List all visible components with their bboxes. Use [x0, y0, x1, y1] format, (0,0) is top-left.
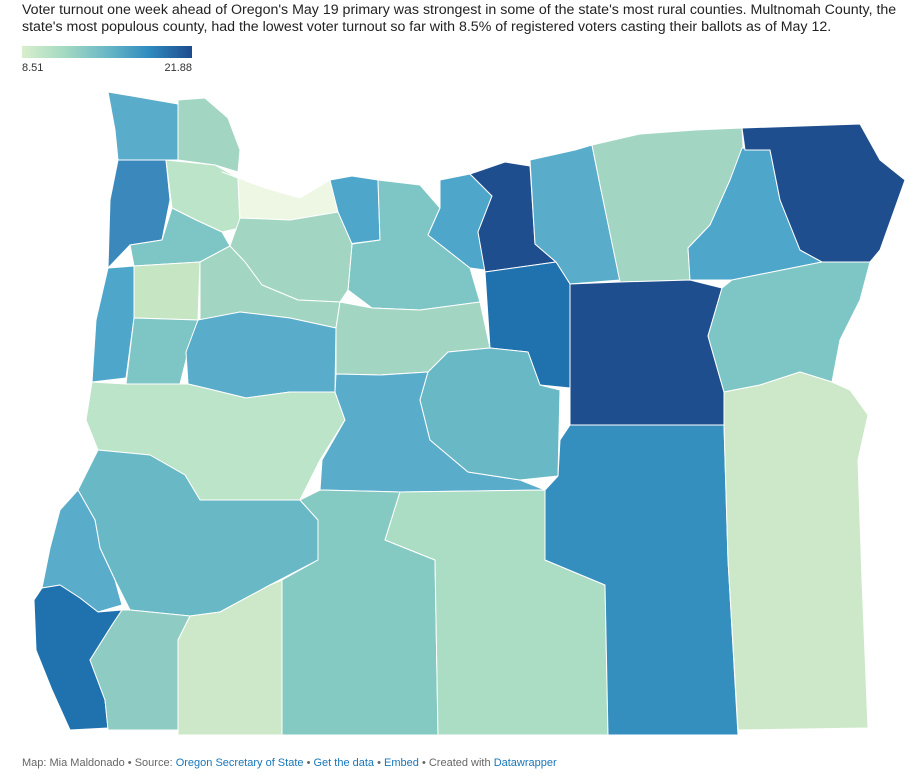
- legend-gradient-bar: [22, 46, 192, 58]
- footer-separator: •: [306, 757, 311, 769]
- county-multnomah[interactable]: [221, 171, 339, 221]
- color-legend: 8.51 21.88: [22, 46, 192, 76]
- legend-min-label: 8.51: [22, 62, 44, 74]
- county-lincoln[interactable]: [91, 265, 135, 383]
- county-crook[interactable]: [419, 347, 561, 481]
- map-footer: Map: Mia Maldonado • Source: Oregon Secr…: [22, 757, 557, 769]
- county-grant[interactable]: [569, 279, 725, 426]
- county-malheur[interactable]: [723, 371, 869, 731]
- footer-credit: Map: Mia Maldonado: [22, 757, 125, 769]
- footer-source-prefix: Source:: [134, 757, 173, 769]
- footer-separator: •: [421, 757, 426, 769]
- county-polk[interactable]: [133, 261, 201, 321]
- county-columbia[interactable]: [177, 97, 241, 173]
- county-benton[interactable]: [125, 317, 199, 385]
- footer-created-with: Created with: [428, 757, 491, 769]
- county-josephine[interactable]: [89, 609, 191, 731]
- footer-separator: •: [377, 757, 381, 769]
- get-data-link[interactable]: Get the data: [313, 757, 375, 769]
- legend-max-label: 21.88: [164, 62, 192, 74]
- embed-link[interactable]: Embed: [384, 757, 419, 769]
- county-clatsop[interactable]: [107, 91, 179, 161]
- county-jackson[interactable]: [177, 579, 283, 736]
- datawrapper-link[interactable]: Datawrapper: [493, 757, 557, 769]
- map-description: Voter turnout one week ahead of Oregon's…: [22, 2, 897, 35]
- county-linn[interactable]: [185, 311, 337, 399]
- source-link[interactable]: Oregon Secretary of State: [175, 757, 304, 769]
- footer-separator: •: [127, 757, 132, 769]
- county-baker[interactable]: [707, 261, 871, 393]
